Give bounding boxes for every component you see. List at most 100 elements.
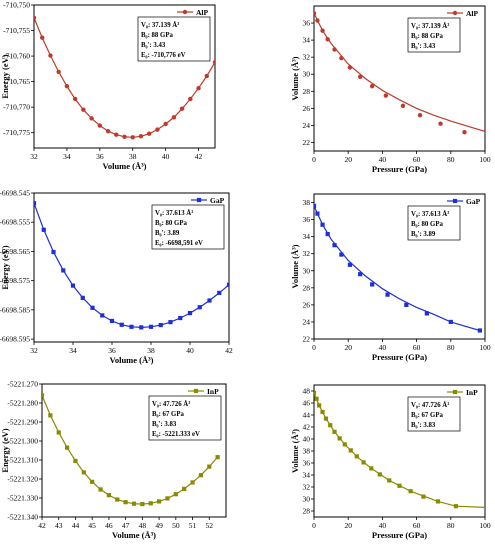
data-point [361, 460, 366, 465]
x-tick-label: 36 [108, 346, 116, 355]
data-point [314, 396, 319, 401]
data-point [404, 302, 409, 307]
data-point [408, 489, 413, 494]
data-point [179, 106, 185, 111]
data-point [397, 483, 402, 488]
parameter-line: E₀: -6698,591 eV [155, 240, 203, 247]
y-tick-label: 22 [303, 335, 311, 344]
parameter-box [137, 16, 211, 62]
x-tick-label: 44 [72, 521, 80, 530]
data-point [129, 324, 134, 329]
y-tick-label: 24 [303, 121, 311, 130]
x-tick-label: 48 [139, 521, 147, 530]
data-point [339, 55, 344, 61]
data-point [421, 494, 426, 499]
y-tick-label: -6698.595 [0, 335, 30, 344]
data-point [325, 37, 330, 42]
x-axis-label: Volume (Å³) [112, 530, 156, 540]
x-tick-label: 34 [63, 152, 71, 161]
parameter-box [407, 205, 461, 241]
x-tick-label: 80 [447, 521, 455, 530]
data-point [358, 272, 363, 277]
data-point [171, 115, 177, 120]
data-point [314, 11, 317, 16]
data-layer [314, 11, 485, 135]
data-point [72, 96, 78, 102]
x-tick-label: 52 [206, 521, 214, 530]
data-point [64, 445, 70, 450]
y-tick-label: 28 [303, 507, 311, 516]
y-axis-label: Volume (Å³) [290, 429, 300, 473]
data-point [56, 69, 61, 75]
data-point [73, 458, 78, 464]
parameter-line: B₀': 3.43 [411, 43, 436, 50]
data-point [61, 268, 66, 273]
x-tick-label: 45 [88, 521, 96, 530]
y-tick-label: -710,760 [3, 52, 30, 61]
y-tick-label: 30 [303, 70, 311, 79]
data-point [48, 413, 53, 418]
legend-label: GaP [466, 197, 481, 206]
plot-frame [33, 4, 216, 149]
legend-label: AlP [196, 8, 209, 17]
x-tick-label: 51 [189, 521, 197, 530]
y-tick-label: 30 [303, 495, 311, 504]
x-tick-label: 42 [195, 152, 203, 161]
y-axis-label: Volume (Å³) [290, 244, 300, 288]
data-point [109, 318, 115, 324]
y-tick-label: 40 [303, 435, 311, 444]
parameter-line: B₀': 3.89 [155, 230, 180, 237]
y-tick-label: 30 [303, 266, 311, 275]
x-tick-label: 50 [172, 521, 180, 530]
y-tick-label: -710,750 [3, 1, 30, 10]
data-point [332, 429, 337, 434]
x-tick-label: 46 [105, 521, 113, 530]
y-tick-label: 48 [303, 387, 311, 396]
y-tick-label: -5221.300 [7, 437, 38, 446]
chart-panel-2: 0 20 40 60 80 100 22 24 26 28 30 32 34 36 Pressure (GP… [290, 5, 491, 174]
data-point [332, 243, 337, 248]
data-point [34, 15, 37, 20]
x-tick-label: 0 [312, 521, 316, 530]
parameter-line: V₀: 47.726 Å³ [152, 400, 190, 408]
x-tick-label: 43 [55, 521, 63, 530]
plot-frame [313, 193, 486, 340]
data-point [383, 93, 389, 98]
y-tick-label: -6698.575 [0, 276, 30, 285]
x-tick-label: 40 [379, 155, 387, 164]
x-tick-label: 20 [344, 343, 352, 352]
chart-panel-5: 42 43 44 45 46 47 48 49 50 51 52 -5221.270 -5221.280… [0, 380, 227, 540]
parameter-line: B₀: 67 GPa [411, 412, 443, 419]
y-tick-label: 28 [303, 283, 311, 292]
y-tick-label: -6698.545 [0, 189, 30, 198]
data-point [400, 103, 406, 108]
data-layer [314, 390, 485, 509]
parameter-line: B₀': 3.43 [141, 42, 166, 49]
data-point [80, 295, 85, 300]
x-tick-label: 42 [38, 521, 46, 530]
data-point [168, 320, 173, 325]
legend-marker [452, 10, 458, 16]
data-point [387, 478, 392, 483]
data-point [315, 18, 320, 23]
data-point [453, 504, 459, 509]
x-tick-label: 38 [147, 346, 155, 355]
x-tick-label: 60 [413, 521, 421, 530]
x-axis-label: Volume (Å³) [109, 355, 153, 365]
parameter-line: B₀': 3.83 [411, 422, 436, 429]
y-tick-label: 38 [303, 198, 311, 207]
series-line [314, 13, 485, 132]
parameter-line: B₀: 67 GPa [152, 411, 184, 418]
data-point [314, 390, 317, 395]
data-layer [34, 15, 215, 140]
data-point [317, 403, 322, 408]
x-tick-label: 32 [30, 346, 38, 355]
data-point [190, 480, 195, 485]
data-layer [42, 393, 220, 507]
data-point [106, 493, 112, 498]
data-point [148, 324, 154, 329]
data-point [131, 501, 137, 506]
data-point [140, 501, 145, 507]
data-point [188, 96, 193, 102]
plot-frame [41, 383, 227, 518]
